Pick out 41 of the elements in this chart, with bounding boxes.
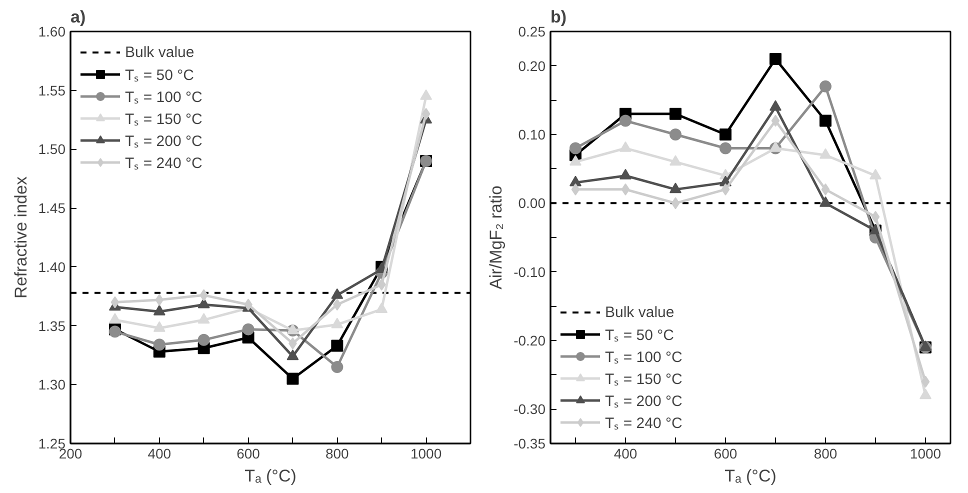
legend-label: Tₛ = 200 °C — [605, 392, 682, 411]
y-tick-label: 1.55 — [38, 82, 66, 98]
legend-label: Bulk value — [125, 42, 194, 62]
y-tick-label: 0.00 — [518, 195, 546, 212]
x-tick-label: 400 — [614, 446, 638, 462]
y-tick-label: -0.10 — [514, 264, 546, 280]
x-tick-label: 800 — [814, 446, 838, 462]
y-tick-label: 1.30 — [38, 376, 66, 393]
y-axis-title: Air/MgF₂ ratio — [486, 186, 506, 290]
x-tick-label: 400 — [148, 446, 172, 462]
y-tick-label: 0.20 — [518, 58, 546, 74]
x-tick-label: 1000 — [910, 446, 942, 462]
legend-label: Bulk value — [605, 302, 674, 322]
legend-label: Tₛ = 240 °C — [605, 414, 682, 433]
y-tick-label: 1.35 — [38, 318, 66, 334]
y-tick-label: 1.60 — [38, 24, 66, 40]
x-axis-title: Tₐ (°C) — [244, 466, 296, 486]
y-tick-label: -0.20 — [514, 332, 546, 348]
legend-label: Tₛ = 200 °C — [125, 132, 202, 151]
y-axis-title: Refractive index — [11, 176, 30, 298]
x-axis-title: Tₐ (°C) — [724, 466, 776, 486]
y-tick-label: 0.25 — [518, 24, 546, 40]
x-tick-label: 800 — [325, 446, 350, 462]
legend-label: Tₛ = 100 °C — [125, 88, 202, 107]
legend-label: Tₛ = 50 °C — [605, 326, 674, 345]
text: a) — [70, 8, 86, 26]
legend-label: Tₛ = 50 °C — [125, 66, 194, 85]
x-tick-label: 600 — [714, 446, 738, 462]
text: b) — [550, 8, 567, 26]
y-tick-label: 1.50 — [38, 141, 66, 158]
legend-label: Tₛ = 100 °C — [605, 348, 682, 367]
x-tick-label: 600 — [236, 446, 260, 462]
legend-label: Tₛ = 240 °C — [125, 154, 202, 173]
y-tick-label: 1.40 — [38, 258, 66, 275]
y-tick-label: 0.10 — [518, 126, 546, 142]
legend-label: Tₛ = 150 °C — [605, 370, 682, 389]
legend-label: Tₛ = 150 °C — [125, 110, 202, 129]
y-tick-label: -0.30 — [514, 401, 546, 418]
y-tick-label: 1.45 — [38, 200, 66, 216]
y-tick-label: -0.35 — [514, 436, 546, 452]
x-tick-label: 1000 — [410, 446, 442, 462]
